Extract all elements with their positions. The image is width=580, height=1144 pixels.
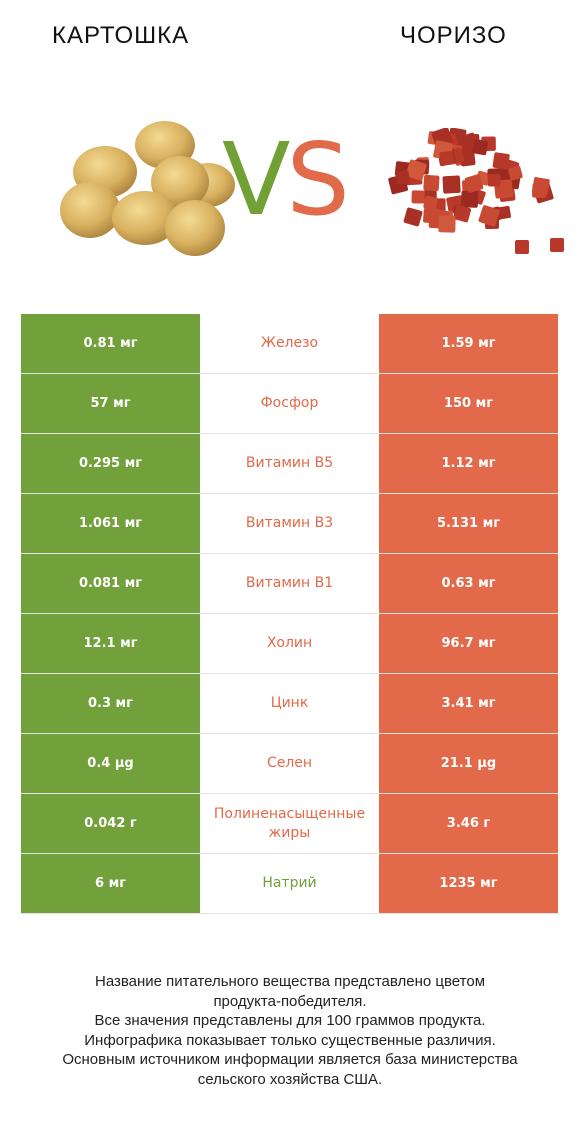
right-value-cell: 150 мг <box>379 374 558 433</box>
nutrient-name-cell: Холин <box>200 614 379 673</box>
table-row: 0.042 г Полиненасыщенные жиры 3.46 г <box>21 794 558 854</box>
right-food-title: ЧОРИЗО <box>400 22 507 49</box>
footer-line: Инфографика показывает только существенн… <box>84 1031 496 1049</box>
row-divider <box>21 733 558 734</box>
footer-line: Основным источником информации является … <box>62 1051 518 1068</box>
nutrient-name-cell: Цинк <box>200 674 379 733</box>
chorizo-image <box>388 128 564 254</box>
left-value-cell: 12.1 мг <box>21 614 200 673</box>
left-value-cell: 0.042 г <box>21 794 200 853</box>
row-divider <box>21 913 558 914</box>
left-value-cell: 57 мг <box>21 374 200 433</box>
nutrient-name-cell: Железо <box>200 314 379 373</box>
left-value-cell: 0.81 мг <box>21 314 200 373</box>
left-value-cell: 0.3 мг <box>21 674 200 733</box>
nutrient-name-cell: Витамин B1 <box>200 554 379 613</box>
vs-s-letter: S <box>286 121 350 238</box>
nutrient-name-cell: Натрий <box>200 854 379 913</box>
row-divider <box>21 793 558 794</box>
row-divider <box>21 433 558 434</box>
right-value-cell: 1.12 мг <box>379 434 558 493</box>
vs-v-letter: V <box>222 121 290 238</box>
right-value-cell: 3.46 г <box>379 794 558 853</box>
right-value-cell: 3.41 мг <box>379 674 558 733</box>
left-value-cell: 0.295 мг <box>21 434 200 493</box>
nutrient-name-cell: Фосфор <box>200 374 379 433</box>
comparison-table: 0.81 мг Железо 1.59 мг 57 мг Фосфор 150 мг 0.2… <box>21 314 558 914</box>
footer-note: Название питательного вещества представл… <box>20 972 560 1089</box>
left-value-cell: 6 мг <box>21 854 200 913</box>
right-value-cell: 5.131 мг <box>379 494 558 553</box>
table-row: 57 мг Фосфор 150 мг <box>21 374 558 434</box>
row-divider <box>21 613 558 614</box>
nutrient-name-cell: Витамин B3 <box>200 494 379 553</box>
right-value-cell: 21.1 µg <box>379 734 558 793</box>
right-value-cell: 1235 мг <box>379 854 558 913</box>
table-row: 0.081 мг Витамин B1 0.63 мг <box>21 554 558 614</box>
table-row: 0.295 мг Витамин B5 1.12 мг <box>21 434 558 494</box>
left-value-cell: 1.061 мг <box>21 494 200 553</box>
nutrient-name-cell: Селен <box>200 734 379 793</box>
table-row: 0.81 мг Железо 1.59 мг <box>21 314 558 374</box>
table-row: 1.061 мг Витамин B3 5.131 мг <box>21 494 558 554</box>
table-row: 12.1 мг Холин 96.7 мг <box>21 614 558 674</box>
left-value-cell: 0.4 µg <box>21 734 200 793</box>
vs-label: VS <box>222 130 350 230</box>
nutrient-name-cell: Витамин B5 <box>200 434 379 493</box>
footer-line: сельского хозяйства США. <box>197 1070 383 1088</box>
table-row: 6 мг Натрий 1235 мг <box>21 854 558 914</box>
potatoes-image <box>60 121 235 256</box>
footer-line: Название питательного вещества представл… <box>94 973 486 990</box>
left-value-cell: 0.081 мг <box>21 554 200 613</box>
footer-line: Все значения представлены для 100 граммо… <box>94 1012 486 1029</box>
table-row: 0.3 мг Цинк 3.41 мг <box>21 674 558 734</box>
row-divider <box>21 493 558 494</box>
row-divider <box>21 373 558 374</box>
row-divider <box>21 853 558 854</box>
right-value-cell: 96.7 мг <box>379 614 558 673</box>
row-divider <box>21 553 558 554</box>
row-divider <box>21 673 558 674</box>
table-row: 0.4 µg Селен 21.1 µg <box>21 734 558 794</box>
footer-line: продукта-победителя. <box>213 992 367 1010</box>
right-value-cell: 1.59 мг <box>379 314 558 373</box>
left-food-title: КАРТОШКА <box>52 22 190 49</box>
right-value-cell: 0.63 мг <box>379 554 558 613</box>
nutrient-name-cell: Полиненасыщенные жиры <box>200 794 379 853</box>
